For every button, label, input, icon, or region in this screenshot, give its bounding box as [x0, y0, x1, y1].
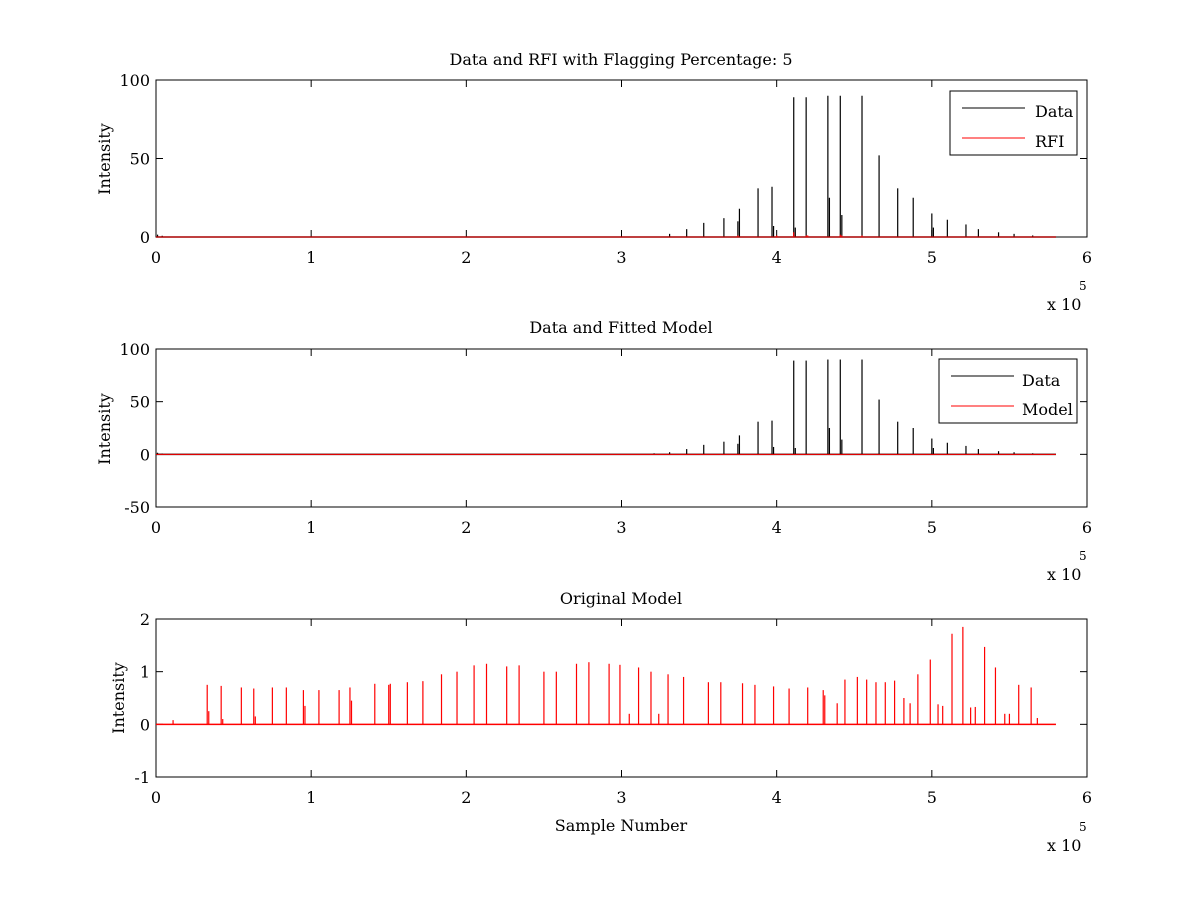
panel-1-x-exponent-power: 5 — [1079, 279, 1087, 293]
panel-2-legend-label-data: Data — [1022, 371, 1061, 390]
panel-2-y-tick-label: 50 — [130, 393, 150, 412]
panel-1-x-tick-label: 0 — [151, 248, 161, 267]
panel-2-x-exponent-power: 5 — [1079, 549, 1087, 563]
panel-2-ylabel: Intensity — [95, 393, 114, 465]
panel-3-ylabel: Intensity — [109, 662, 128, 734]
panel-1-x-tick-label: 5 — [927, 248, 937, 267]
panel-2-x-tick-label: 4 — [772, 518, 782, 537]
panel-3-x-tick-label: 3 — [616, 788, 626, 807]
panel-1-plot-area: 0 1 2 3 4 5 6 0 50 100 — [119, 71, 1092, 267]
panel-2-y-tick-label: -50 — [124, 498, 150, 517]
panel-3-y-tick-label: 2 — [140, 610, 150, 629]
panel-1-y-tick-label: 100 — [119, 71, 150, 90]
panel-3-x-tick-label: 0 — [151, 788, 161, 807]
panel-1-x-tick-label: 6 — [1082, 248, 1092, 267]
panel-2-y-tick-label: 100 — [119, 340, 150, 359]
panel-3-x-tick-label: 1 — [306, 788, 316, 807]
panel-1-ylabel: Intensity — [95, 123, 114, 195]
panel-1-x-tick-label: 2 — [461, 248, 471, 267]
panel-2-x-tick-label: 5 — [927, 518, 937, 537]
panel-2: Data and Fitted Model Intensity x 10 5 0… — [95, 318, 1092, 584]
panel-3-y-tick-label: 1 — [140, 663, 150, 682]
panel-1: Data and RFI with Flagging Percentage: 5… — [95, 50, 1092, 314]
panel-3-xlabel: Sample Number — [555, 816, 688, 835]
panel-2-x-tick-label: 6 — [1082, 518, 1092, 537]
panel-2-title: Data and Fitted Model — [529, 318, 712, 337]
panel-3-title: Original Model — [560, 589, 682, 608]
panel-3-x-tick-label: 2 — [461, 788, 471, 807]
panel-3-x-tick-label: 4 — [772, 788, 782, 807]
panel-1-legend-label-rfi: RFI — [1035, 132, 1064, 151]
panel-2-y-tick-label: 0 — [140, 445, 150, 464]
panel-1-title: Data and RFI with Flagging Percentage: 5 — [449, 50, 792, 69]
panel-1-x-exponent-base: x 10 — [1047, 295, 1081, 314]
panel-2-x-tick-label: 2 — [461, 518, 471, 537]
panel-2-x-tick-label: 3 — [616, 518, 626, 537]
panel-1-x-tick-label: 3 — [616, 248, 626, 267]
panel-1-x-tick-label: 1 — [306, 248, 316, 267]
panel-3-x-tick-label: 5 — [927, 788, 937, 807]
panel-1-y-tick-label: 0 — [140, 228, 150, 247]
panel-3-x-tick-label: 6 — [1082, 788, 1092, 807]
panel-2-x-exponent-base: x 10 — [1047, 565, 1081, 584]
panel-3-y-tick-label: 0 — [140, 715, 150, 734]
panel-1-legend-label-data: Data — [1035, 102, 1074, 121]
panel-1-legend: Data RFI — [949, 90, 1078, 156]
panel-2-legend: Data Model — [938, 358, 1078, 424]
panel-3-y-tick-label: -1 — [134, 768, 150, 787]
panel-1-y-tick-label: 50 — [130, 150, 150, 169]
panel-2-x-tick-label: 1 — [306, 518, 316, 537]
panel-3-x-exponent-base: x 10 — [1047, 836, 1081, 855]
panel-2-legend-box — [938, 358, 1078, 424]
panel-3: Original Model Intensity Sample Number x… — [109, 589, 1092, 855]
panel-3-x-exponent-power: 5 — [1079, 820, 1087, 834]
panel-2-x-tick-label: 0 — [151, 518, 161, 537]
panel-2-legend-label-model: Model — [1022, 400, 1073, 419]
panel-1-legend-box — [949, 90, 1078, 156]
panel-1-x-tick-label: 4 — [772, 248, 782, 267]
